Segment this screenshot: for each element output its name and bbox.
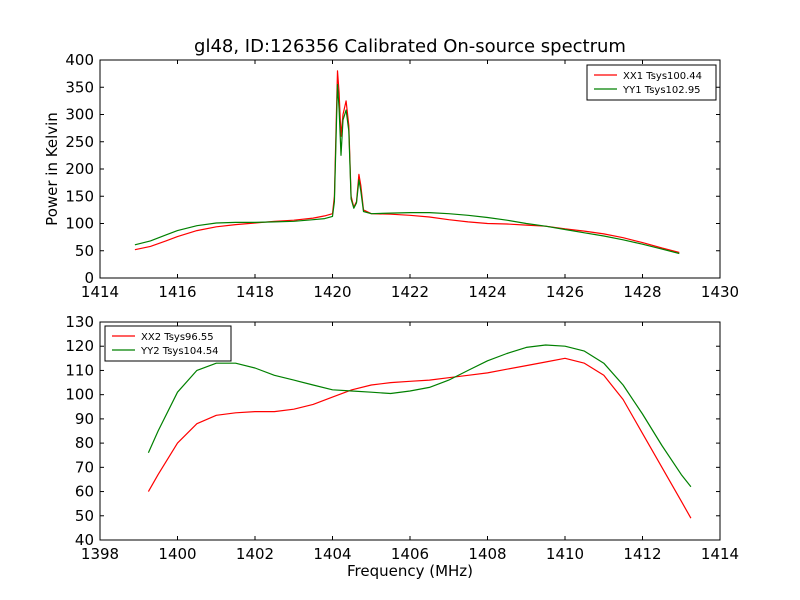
x-tick-label: 1404 (313, 545, 351, 563)
x-tick-label: 1420 (313, 283, 351, 301)
x-tick-label: 1416 (158, 283, 196, 301)
y-tick-label: 110 (65, 361, 94, 379)
x-tick-label: 1410 (546, 545, 584, 563)
legend: XX1 Tsys100.44 YY1 Tsys102.95 (586, 64, 717, 101)
x-tick-label: 1412 (623, 545, 661, 563)
x-tick-label: 1406 (391, 545, 429, 563)
x-tick-label: 1402 (236, 545, 274, 563)
legend-label: YY1 Tsys102.95 (622, 85, 701, 96)
y-tick-label: 300 (65, 106, 94, 124)
y-tick-label: 130 (65, 313, 94, 331)
legend-label: XX1 Tsys100.44 (623, 71, 702, 82)
x-tick-label: 1424 (468, 283, 506, 301)
y-tick-label: 100 (65, 386, 94, 404)
y-tick-label: 150 (65, 187, 94, 205)
y-axis-label: Power in Kelvin (43, 112, 61, 226)
y-tick-label: 80 (75, 434, 94, 452)
legend-label: YY2 Tsys104.54 (140, 346, 219, 357)
y-tick-label: 100 (65, 215, 94, 233)
chart-title: gl48, ID:126356 Calibrated On-source spe… (194, 36, 626, 57)
x-tick-label: 1426 (546, 283, 584, 301)
y-tick-label: 120 (65, 337, 94, 355)
y-tick-label: 200 (65, 160, 94, 178)
y-tick-label: 90 (75, 410, 94, 428)
legend-label: XX2 Tsys96.55 (141, 332, 214, 343)
series-line-1 (147, 357, 692, 519)
y-tick-label: 0 (84, 269, 94, 287)
y-tick-label: 50 (75, 507, 94, 525)
y-tick-label: 40 (75, 531, 94, 549)
y-tick-label: 400 (65, 51, 94, 69)
x-tick-label: 1414 (701, 545, 739, 563)
x-tick-label: 1418 (236, 283, 274, 301)
x-tick-label: 1408 (468, 545, 506, 563)
bottom-panel: 1398 1400 1402 1404 1406 1408 1410 1412 1414 40 50… (65, 313, 739, 580)
series-line-2 (147, 344, 692, 488)
legend: XX2 Tsys96.55 YY2 Tsys104.54 (104, 325, 232, 362)
x-tick-label: 1414 (81, 283, 119, 301)
y-tick-label: 60 (75, 483, 94, 501)
x-tick-label: 1398 (81, 545, 119, 563)
legend-box (586, 64, 717, 101)
top-panel: 1414 1416 1418 1420 1422 1424 1426 1428 1430 0 50 1… (43, 51, 739, 301)
x-tick-label: 1428 (623, 283, 661, 301)
series-line-2 (134, 83, 680, 255)
y-tick-label: 350 (65, 78, 94, 96)
x-tick-label: 1430 (701, 283, 739, 301)
x-tick-label: 1422 (391, 283, 429, 301)
legend-box (104, 325, 232, 362)
y-tick-label: 50 (75, 242, 94, 260)
y-tick-label: 70 (75, 458, 94, 476)
y-tick-label: 250 (65, 133, 94, 151)
x-tick-label: 1400 (158, 545, 196, 563)
x-axis-label: Frequency (MHz) (347, 562, 473, 580)
